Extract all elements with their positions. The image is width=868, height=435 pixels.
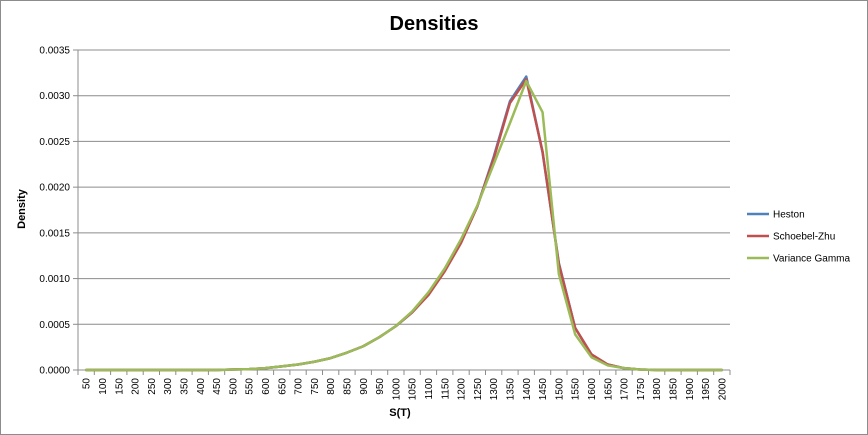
x-tick-label: 1100 (424, 378, 435, 400)
x-tick-label: 1400 (522, 378, 533, 401)
x-tick-label: 100 (98, 378, 109, 395)
x-tick-label: 1000 (391, 378, 402, 401)
series-line-schoebel-zhu (84, 78, 724, 372)
y-tick-label: 0.0035 (39, 46, 70, 57)
x-tick-label: 1600 (587, 378, 598, 401)
x-tick-label: 650 (277, 378, 288, 395)
x-tick-label: 450 (212, 378, 223, 395)
x-tick-label: 1900 (685, 378, 696, 401)
x-tick-label: 200 (131, 378, 142, 395)
x-tick-label: 550 (245, 378, 256, 395)
x-tick-label: 1050 (408, 378, 419, 401)
x-tick-label: 500 (228, 378, 239, 395)
x-tick-label: 1200 (457, 378, 468, 401)
axes (73, 49, 731, 375)
x-tick-label: 250 (147, 378, 158, 395)
x-tick-label: 1250 (473, 378, 484, 401)
x-tick-label: 1700 (620, 378, 631, 401)
x-tick-label: 400 (196, 378, 207, 395)
x-tick-label: 1650 (603, 378, 614, 401)
x-tick-label: 950 (375, 378, 386, 395)
series-line-variance-gamma (84, 79, 724, 372)
y-tick-label: 0.0015 (39, 228, 70, 239)
x-tick-label: 350 (179, 378, 190, 395)
x-tick-label: 1150 (440, 378, 451, 400)
x-tick-label: 1950 (701, 378, 712, 401)
x-tick-label: 1300 (489, 378, 500, 401)
y-tick-label: 0.0030 (39, 91, 70, 102)
x-tick-label: 1800 (652, 378, 663, 401)
x-tick-label: 1350 (505, 378, 516, 401)
y-tick-label: 0.0020 (39, 183, 70, 194)
x-tick-label: 1850 (668, 378, 679, 401)
y-axis-title: Density (16, 188, 28, 229)
x-tick-label: 700 (294, 378, 305, 395)
x-tick-label: 1550 (571, 378, 582, 401)
y-tick-label: 0.0000 (39, 366, 70, 377)
y-gridlines (78, 49, 730, 325)
x-tick-label: 600 (261, 378, 272, 395)
y-tick-label: 0.0010 (39, 274, 70, 285)
x-tick-label: 50 (82, 378, 93, 390)
series-line-heston (84, 75, 724, 372)
legend-label-variance-gamma: Variance Gamma (773, 254, 851, 265)
x-tick-label: 750 (310, 378, 321, 395)
series-lines (84, 75, 724, 372)
x-axis-title: S(T) (389, 407, 411, 419)
chart-title: Densities (390, 13, 479, 35)
y-tick-label: 0.0025 (39, 137, 70, 148)
x-tick-label: 900 (359, 378, 370, 395)
x-tick-label: 1500 (554, 378, 565, 401)
x-tick-label: 150 (114, 378, 125, 395)
y-tick-label: 0.0005 (39, 320, 70, 331)
legend-label-schoebel-zhu: Schoebel-Zhu (773, 232, 835, 243)
legend: Heston Schoebel-Zhu Variance Gamma (747, 210, 851, 265)
x-tick-labels: 50 100 150 200 250 300 350 400 450 500 550 600 650 70… (82, 378, 729, 401)
x-tick-label: 850 (342, 378, 353, 395)
x-tick-label: 1750 (636, 378, 647, 401)
x-tick-label: 300 (163, 378, 174, 395)
x-tick-label: 2000 (717, 378, 728, 401)
legend-label-heston: Heston (773, 210, 805, 221)
y-tick-labels: 0.0000 0.0005 0.0010 0.0015 0.0020 0.0025 0.00… (39, 46, 70, 377)
x-tick-label: 800 (326, 378, 337, 395)
x-tick-label: 1450 (538, 378, 549, 401)
